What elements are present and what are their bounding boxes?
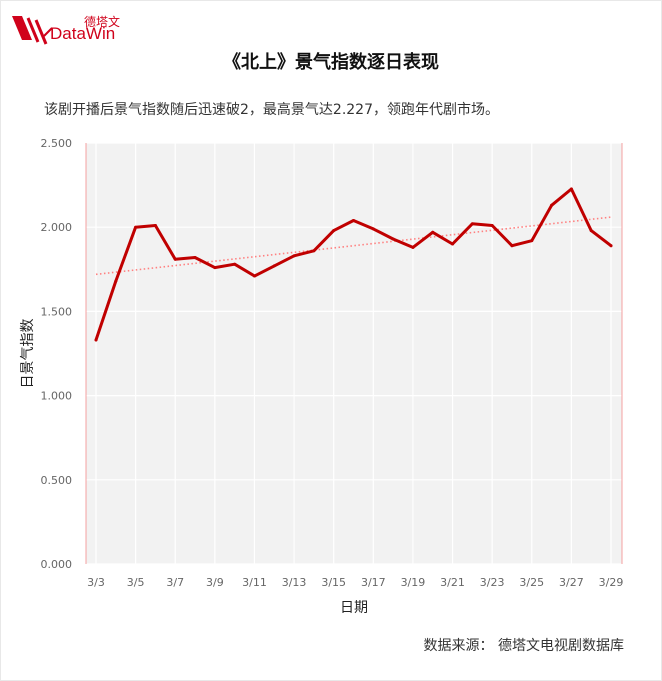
data-point bbox=[332, 229, 336, 233]
data-point bbox=[510, 244, 514, 248]
x-tick-label: 3/25 bbox=[519, 576, 544, 589]
y-tick-label: 2.500 bbox=[41, 137, 73, 150]
data-point bbox=[371, 227, 375, 231]
y-tick-label: 1.500 bbox=[41, 305, 73, 318]
x-tick-label: 3/23 bbox=[480, 576, 505, 589]
data-point bbox=[609, 244, 613, 248]
y-tick-label: 0.000 bbox=[41, 558, 73, 571]
data-point bbox=[490, 224, 494, 228]
data-point bbox=[431, 230, 435, 234]
x-tick-label: 3/3 bbox=[87, 576, 105, 589]
data-point bbox=[193, 256, 197, 260]
x-axis-label: 日期 bbox=[340, 600, 368, 616]
x-tick-label: 3/13 bbox=[282, 576, 307, 589]
data-point bbox=[272, 264, 276, 268]
y-tick-label: 0.500 bbox=[41, 474, 73, 487]
data-point bbox=[213, 266, 217, 270]
data-point bbox=[451, 242, 455, 246]
y-tick-label: 1.000 bbox=[41, 390, 73, 403]
data-point bbox=[94, 338, 98, 342]
data-point bbox=[411, 245, 415, 249]
data-point bbox=[134, 225, 138, 229]
data-point bbox=[114, 279, 118, 283]
x-tick-label: 3/5 bbox=[127, 576, 145, 589]
data-point bbox=[233, 262, 237, 266]
chart-subtitle: 该剧开播后景气指数随后迅速破2，最高景气达2.227，领跑年代剧市场。 bbox=[44, 102, 499, 118]
data-point bbox=[312, 249, 316, 253]
data-source-note: 数据来源： 德塔文电视剧数据库 bbox=[423, 638, 624, 654]
data-point bbox=[391, 237, 395, 241]
data-point bbox=[569, 187, 573, 191]
chart-title: 《北上》景气指数逐日表现 bbox=[223, 52, 439, 73]
x-tick-label: 3/7 bbox=[166, 576, 184, 589]
data-point bbox=[550, 203, 554, 207]
x-tick-label: 3/29 bbox=[599, 576, 624, 589]
y-tick-label: 2.000 bbox=[41, 221, 73, 234]
y-axis-label: 日景气指数 bbox=[20, 319, 36, 389]
data-point bbox=[530, 239, 534, 243]
brand-name-cn: 德塔文 bbox=[84, 15, 121, 29]
x-tick-label: 3/19 bbox=[401, 576, 426, 589]
x-tick-label: 3/17 bbox=[361, 576, 386, 589]
x-tick-label: 3/11 bbox=[242, 576, 267, 589]
data-point bbox=[292, 254, 296, 258]
data-point bbox=[153, 224, 157, 228]
x-tick-label: 3/27 bbox=[559, 576, 584, 589]
data-point bbox=[252, 274, 256, 278]
data-point bbox=[173, 257, 177, 261]
data-point bbox=[589, 229, 593, 233]
x-tick-label: 3/21 bbox=[440, 576, 465, 589]
plot-area bbox=[86, 143, 622, 564]
brand-name-en: DataWin bbox=[50, 24, 116, 43]
datawin-logo-icon bbox=[12, 16, 53, 45]
x-tick-label: 3/15 bbox=[321, 576, 346, 589]
data-point bbox=[470, 222, 474, 226]
data-point bbox=[352, 218, 355, 222]
x-tick-label: 3/9 bbox=[206, 576, 224, 589]
